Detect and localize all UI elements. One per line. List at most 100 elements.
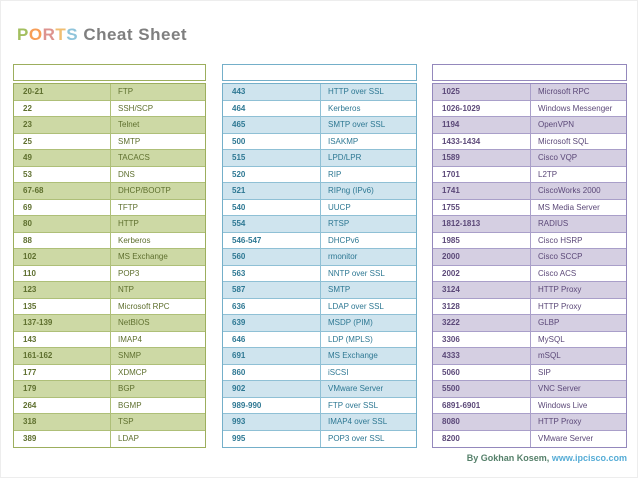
port-cell: 49 (14, 150, 111, 166)
table-row: 1025 Microsoft RPC (433, 84, 626, 101)
table-row: 443 HTTP over SSL (223, 84, 416, 101)
service-cell: VMware Server (328, 384, 384, 393)
table-row: 123 NTP (14, 282, 205, 299)
table-row: 6891-6901 Windows Live (433, 397, 626, 414)
port-cell: 1026-1029 (433, 100, 531, 116)
table-row: 8200 VMware Server (433, 430, 626, 447)
port-cell: 521 (223, 183, 321, 199)
table-row: 135 Microsoft RPC (14, 298, 205, 315)
table-row: 1026-1029 Windows Messenger (433, 100, 626, 117)
port-cell: 1812-1813 (433, 216, 531, 232)
port-cell: 465 (223, 117, 321, 133)
port-cell: 520 (223, 166, 321, 182)
table-body: 20-21 FTP 22 SSH/SCP 23 Telnet 25 SMTP 49 TACACS 5… (13, 83, 206, 448)
table-row: 563 NNTP over SSL (223, 265, 416, 282)
website-link[interactable]: www.ipcisco.com (551, 453, 627, 463)
service-cell: Cisco ACS (538, 268, 577, 278)
service-cell: LDAP (118, 433, 139, 443)
table-row: 110 POP3 (14, 265, 205, 282)
service-cell: SNMP (118, 351, 142, 360)
table-row: 1755 MS Media Server (433, 199, 626, 216)
port-cell: 4333 (433, 348, 531, 364)
title-letter: P (17, 25, 29, 45)
service-cell: HTTP (118, 219, 139, 228)
service-cell: SSH/SCP (118, 103, 154, 113)
table-row: 389 LDAP (14, 430, 205, 447)
service-cell: ISAKMP (328, 136, 359, 146)
table-row: 465 SMTP over SSL (223, 117, 416, 134)
title-letter: R (42, 25, 56, 45)
service-cell: POP3 over SSL (328, 433, 385, 443)
table-row: 264 BGMP (14, 397, 205, 414)
port-cell: 80 (14, 216, 111, 232)
table-header-row (13, 64, 206, 81)
service-cell: mSQL (538, 351, 561, 360)
port-cell: 264 (14, 397, 111, 413)
port-cell: 639 (223, 315, 321, 331)
table-row: 1701 L2TP (433, 166, 626, 183)
service-cell: iSCSI (328, 367, 349, 377)
port-cell: 389 (14, 430, 111, 447)
service-cell: RTSP (328, 219, 350, 228)
port-cell: 3124 (433, 282, 531, 298)
service-cell: Cisco SCCP (538, 252, 583, 261)
service-cell: FTP (118, 87, 134, 96)
service-cell: RIP (328, 169, 342, 179)
table-header-row (432, 64, 627, 81)
table-row: 560 rmonitor (223, 249, 416, 266)
table-body: 1025 Microsoft RPC 1026-1029 Windows Messen… (432, 83, 627, 448)
service-cell: Windows Messenger (538, 103, 613, 113)
port-cell: 1589 (433, 150, 531, 166)
table-row: 67-68 DHCP/BOOTP (14, 183, 205, 200)
table-row: 521 RIPng (IPv6) (223, 183, 416, 200)
table-row: 2000 Cisco SCCP (433, 249, 626, 266)
service-cell: TFTP (118, 202, 138, 212)
port-cell: 443 (223, 84, 321, 100)
service-cell: POP3 (118, 268, 140, 278)
port-cell: 560 (223, 249, 321, 265)
table-row: 4333 mSQL (433, 348, 626, 365)
port-cell: 989-990 (223, 397, 321, 413)
table-row: 1741 CiscoWorks 2000 (433, 183, 626, 200)
service-cell: LPD/LPR (328, 153, 362, 162)
port-cell: 69 (14, 199, 111, 215)
title-letter: S (66, 25, 79, 45)
page-title: PORTS Cheat Sheet (17, 25, 187, 45)
table-row: 20-21 FTP (14, 84, 205, 101)
port-cell: 1755 (433, 199, 531, 215)
table-row: 546-547 DHCPv6 (223, 232, 416, 249)
service-cell: rmonitor (328, 252, 358, 261)
port-cell: 8080 (433, 414, 531, 430)
title-letter: T (55, 25, 67, 45)
service-cell: UUCP (328, 202, 351, 212)
table-row: 3128 HTTP Proxy (433, 298, 626, 315)
table-row: 143 IMAP4 (14, 331, 205, 348)
ports-table-high: 1025 Microsoft RPC 1026-1029 Windows Messen… (432, 64, 627, 448)
port-cell: 646 (223, 331, 321, 347)
table-row: 23 Telnet (14, 117, 205, 134)
ports-table-low: 20-21 FTP 22 SSH/SCP 23 Telnet 25 SMTP 49 TACACS 5… (13, 64, 206, 448)
service-cell: MySQL (538, 334, 565, 344)
service-cell: Microsoft RPC (538, 87, 590, 96)
service-cell: Microsoft SQL (538, 136, 589, 146)
table-row: 500 ISAKMP (223, 133, 416, 150)
port-cell: 1985 (433, 232, 531, 248)
port-cell: 5060 (433, 364, 531, 380)
table-body: 443 HTTP over SSL 464 Kerberos 465 SMTP over … (222, 83, 417, 448)
service-cell: FTP over SSL (328, 400, 379, 410)
service-cell: HTTP over SSL (328, 87, 384, 96)
service-cell: IMAP4 over SSL (328, 417, 388, 426)
service-cell: VNC Server (538, 384, 581, 393)
service-cell: DHCP/BOOTP (118, 186, 171, 195)
port-cell: 137-139 (14, 315, 111, 331)
service-cell: NetBIOS (118, 318, 150, 327)
port-cell: 1741 (433, 183, 531, 199)
port-cell: 5500 (433, 381, 531, 397)
service-cell: MSDP (PIM) (328, 318, 373, 327)
port-cell: 102 (14, 249, 111, 265)
port-cell: 2002 (433, 265, 531, 281)
port-cell: 691 (223, 348, 321, 364)
service-cell: HTTP Proxy (538, 285, 582, 294)
table-row: 1812-1813 RADIUS (433, 216, 626, 233)
